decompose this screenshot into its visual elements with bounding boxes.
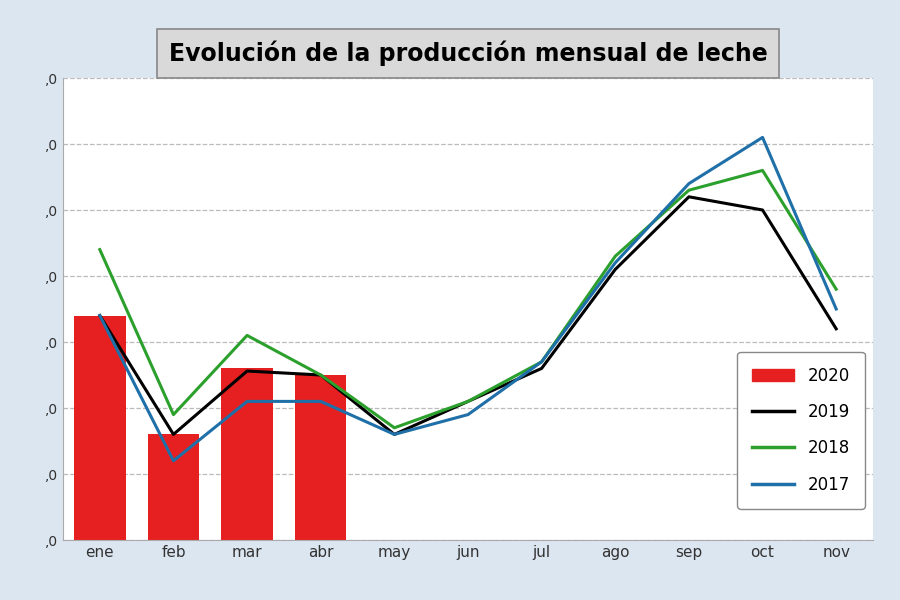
Bar (221, 368, 273, 540)
Title: Evolución de la producción mensual de leche: Evolución de la producción mensual de le… (168, 41, 768, 67)
Bar (74, 316, 126, 540)
Bar (295, 375, 346, 540)
Bar (148, 434, 199, 540)
Legend: 2020, 2019, 2018, 2017: 2020, 2019, 2018, 2017 (737, 352, 865, 509)
